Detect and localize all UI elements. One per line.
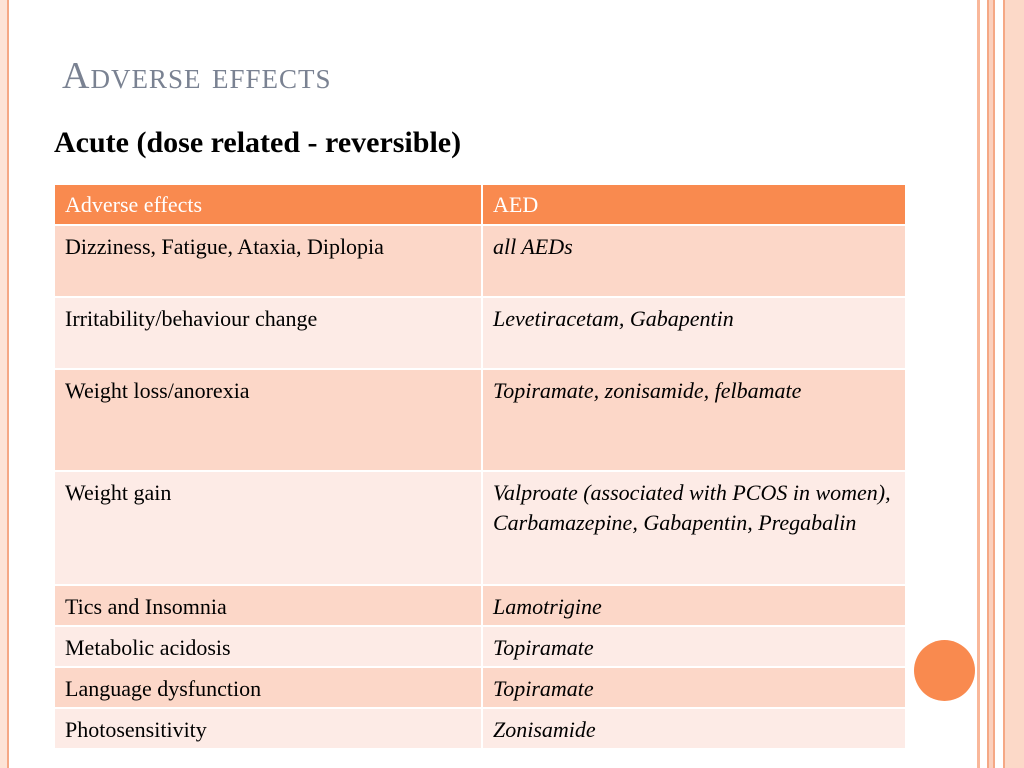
aed-cell: Topiramate: [481, 625, 907, 668]
aed-cell: Levetiracetam, Gabapentin: [481, 296, 907, 370]
effect-cell: Metabolic acidosis: [53, 625, 483, 668]
effect-cell: Dizziness, Fatigue, Ataxia, Diplopia: [53, 224, 483, 298]
effect-cell: Tics and Insomnia: [53, 584, 483, 627]
table-header-row: Adverse effects AED: [53, 183, 907, 226]
aed-cell: Zonisamide: [481, 707, 907, 750]
aed-cell: Valproate (associated with PCOS in women…: [481, 470, 907, 586]
table-row: Irritability/behaviour change Levetirace…: [53, 296, 907, 370]
column-header-adverse-effects: Adverse effects: [53, 183, 483, 226]
effect-cell: Irritability/behaviour change: [53, 296, 483, 370]
table-row: Metabolic acidosis Topiramate: [53, 625, 907, 668]
table-row: Weight gain Valproate (associated with P…: [53, 470, 907, 586]
table-row: Photosensitivity Zonisamide: [53, 707, 907, 750]
aed-cell: Lamotrigine: [481, 584, 907, 627]
right-stripe: [977, 0, 980, 768]
effect-cell: Language dysfunction: [53, 666, 483, 709]
right-stripe: [1003, 0, 1024, 768]
right-stripe: [987, 0, 995, 768]
aed-cell: all AEDs: [481, 224, 907, 298]
adverse-effects-table: Adverse effects AED Dizziness, Fatigue, …: [53, 183, 907, 750]
left-border-decoration: [0, 0, 9, 768]
aed-cell: Topiramate, zonisamide, felbamate: [481, 368, 907, 472]
table-row: Tics and Insomnia Lamotrigine: [53, 584, 907, 627]
table-row: Dizziness, Fatigue, Ataxia, Diplopia all…: [53, 224, 907, 298]
page-title: Adverse effects: [62, 55, 332, 97]
table-row: Language dysfunction Topiramate: [53, 666, 907, 709]
decorative-circle: [914, 640, 975, 701]
column-header-aed: AED: [481, 183, 907, 226]
effect-cell: Photosensitivity: [53, 707, 483, 750]
aed-cell: Topiramate: [481, 666, 907, 709]
table-row: Weight loss/anorexia Topiramate, zonisam…: [53, 368, 907, 472]
effect-cell: Weight gain: [53, 470, 483, 586]
effect-cell: Weight loss/anorexia: [53, 368, 483, 472]
slide-subtitle: Acute (dose related - reversible): [54, 126, 462, 159]
